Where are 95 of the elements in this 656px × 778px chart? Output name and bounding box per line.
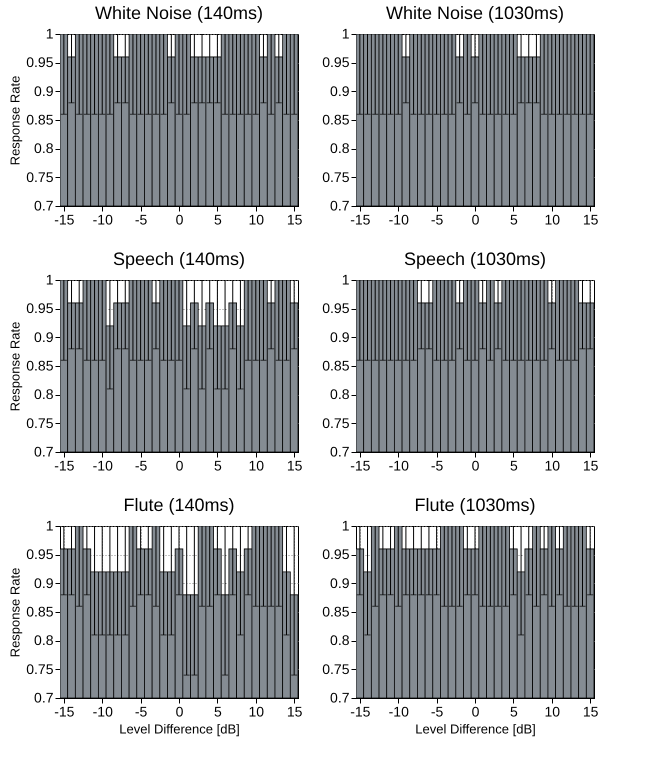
x-tick-label: 15: [582, 458, 599, 474]
y-tick-label: 0.7: [34, 198, 54, 214]
y-tick-label: 0.95: [322, 546, 350, 562]
y-tick-label: 0.7: [330, 444, 350, 460]
x-tick-label: -5: [430, 212, 444, 228]
x-tick-label: -15: [54, 704, 75, 720]
x-tick-label: 0: [472, 212, 480, 228]
x-tick-label: 15: [582, 212, 599, 228]
y-tick-label: 0.9: [330, 82, 350, 99]
y-tick-label: 0.85: [322, 358, 350, 374]
x-tick-label: 5: [510, 458, 518, 474]
y-tick-label: 0.8: [330, 632, 350, 648]
y-tick-label: 0.7: [330, 690, 350, 706]
y-tick-label: 0.75: [26, 168, 54, 185]
y-tick-label: 0.95: [26, 300, 54, 316]
x-tick-label: 10: [544, 704, 560, 720]
y-tick-label: 0.75: [26, 660, 54, 677]
x-tick-label: -5: [430, 704, 444, 720]
x-axis-title: Level Difference [dB]: [415, 722, 536, 736]
x-tick-label: 15: [286, 704, 303, 720]
chart-title: White Noise (1030ms): [386, 3, 564, 23]
y-tick-label: 0.9: [330, 574, 350, 591]
y-tick-label: 1: [342, 26, 350, 42]
x-tick-label: -10: [388, 704, 410, 720]
y-tick-label: 0.8: [34, 386, 54, 402]
x-tick-label: 0: [176, 458, 184, 474]
chart-title: Speech (1030ms): [404, 249, 546, 269]
x-tick-label: 5: [510, 704, 518, 720]
y-tick-label: 0.95: [322, 300, 350, 316]
y-tick-label: 0.75: [322, 168, 350, 185]
y-tick-label: 0.8: [330, 386, 350, 402]
x-tick-label: -15: [350, 704, 371, 720]
x-tick-label: -5: [134, 458, 148, 474]
y-tick-label: 1: [342, 518, 350, 534]
x-tick-label: 15: [286, 212, 303, 228]
x-tick-label: 10: [248, 458, 264, 474]
x-tick-label: 10: [248, 704, 264, 720]
y-tick-label: 0.7: [34, 444, 54, 460]
x-tick-label: 10: [544, 458, 560, 474]
chart-title: Flute (140ms): [123, 495, 235, 515]
x-tick-label: 0: [472, 704, 480, 720]
y-tick-label: 0.85: [26, 604, 54, 620]
x-tick-label: -10: [92, 458, 114, 474]
x-tick-label: 5: [214, 458, 222, 474]
y-axis-title: Response Rate: [7, 568, 22, 658]
x-tick-label: 15: [582, 704, 599, 720]
y-tick-label: 0.9: [34, 82, 54, 99]
x-tick-label: -5: [134, 212, 148, 228]
chart-title: Flute (1030ms): [414, 495, 536, 515]
x-tick-label: -10: [92, 212, 114, 228]
x-tick-label: 0: [176, 704, 184, 720]
x-tick-label: -5: [430, 458, 444, 474]
y-tick-label: 0.85: [26, 112, 54, 128]
x-tick-label: 0: [176, 212, 184, 228]
y-tick-label: 0.85: [322, 604, 350, 620]
y-tick-label: 0.8: [330, 140, 350, 156]
x-tick-label: 0: [472, 458, 480, 474]
y-tick-label: 0.9: [34, 574, 54, 591]
y-axis-title: Response Rate: [7, 76, 22, 166]
x-tick-label: -15: [350, 458, 371, 474]
x-tick-label: 10: [544, 212, 560, 228]
x-axis-title: Level Difference [dB]: [119, 722, 240, 736]
x-tick-label: -15: [350, 212, 371, 228]
x-tick-label: 5: [214, 704, 222, 720]
x-tick-label: -15: [54, 212, 75, 228]
y-tick-label: 0.75: [322, 414, 350, 431]
y-tick-label: 0.9: [34, 328, 54, 345]
y-tick-label: 1: [342, 272, 350, 288]
y-tick-label: 0.85: [322, 112, 350, 128]
x-tick-label: -10: [388, 212, 410, 228]
y-tick-label: 0.9: [330, 328, 350, 345]
y-tick-label: 0.85: [26, 358, 54, 374]
y-tick-label: 0.75: [26, 414, 54, 431]
y-tick-label: 0.8: [34, 632, 54, 648]
x-tick-label: -10: [92, 704, 114, 720]
chart-title: White Noise (140ms): [94, 3, 264, 23]
y-tick-label: 0.7: [34, 690, 54, 706]
y-tick-label: 1: [46, 518, 54, 534]
y-tick-label: 1: [46, 272, 54, 288]
x-tick-label: -15: [54, 458, 75, 474]
x-tick-label: 10: [248, 212, 264, 228]
x-tick-label: -10: [388, 458, 410, 474]
x-tick-label: -5: [134, 704, 148, 720]
y-tick-label: 0.95: [322, 54, 350, 70]
y-tick-label: 1: [46, 26, 54, 42]
y-axis-title: Response Rate: [7, 322, 22, 412]
x-tick-label: 15: [286, 458, 303, 474]
x-tick-label: 5: [214, 212, 222, 228]
y-tick-label: 0.95: [26, 54, 54, 70]
chart-title: Speech (140ms): [112, 249, 246, 269]
y-tick-label: 0.75: [322, 660, 350, 677]
x-tick-label: 5: [510, 212, 518, 228]
y-tick-label: 0.95: [26, 546, 54, 562]
y-tick-label: 0.8: [34, 140, 54, 156]
y-tick-label: 0.7: [330, 198, 350, 214]
